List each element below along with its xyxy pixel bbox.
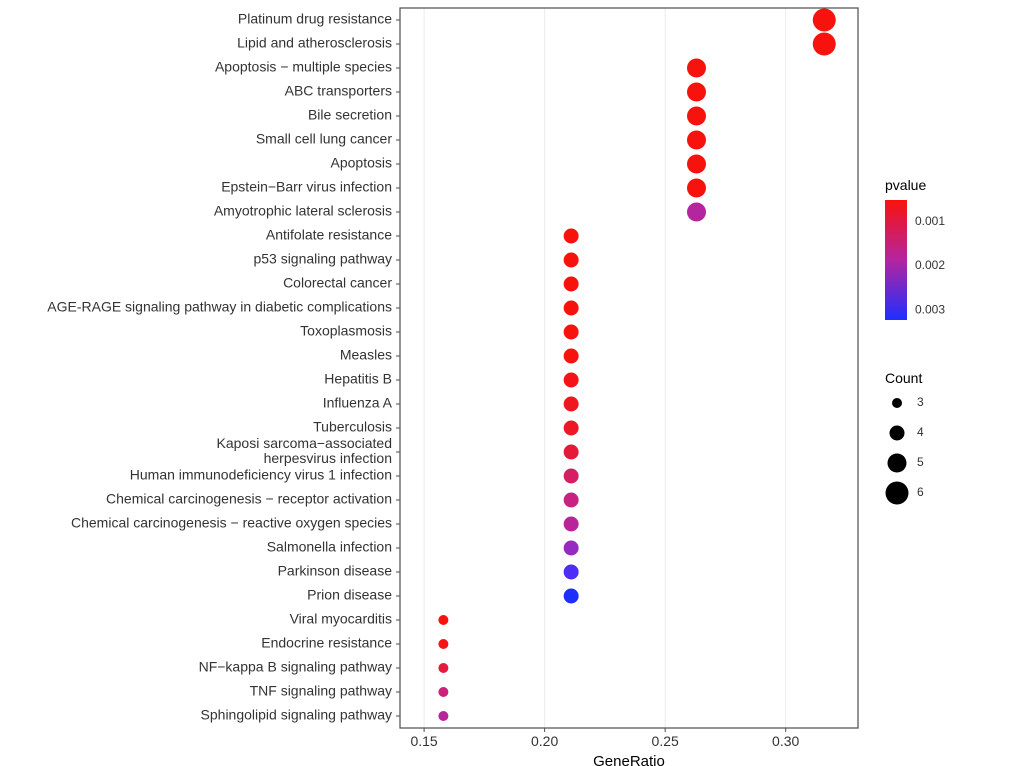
legend-pvalue-tick: 0.003 <box>915 303 945 317</box>
legend-count-dot <box>890 426 905 441</box>
data-point <box>564 349 579 364</box>
legend-count-label: 5 <box>917 455 924 469</box>
data-point <box>564 277 579 292</box>
legend-count-label: 6 <box>917 485 924 499</box>
legend-count-label: 4 <box>917 425 924 439</box>
y-tick-label: NF−kappa B signaling pathway <box>199 659 392 675</box>
data-point <box>564 325 579 340</box>
x-tick-label: 0.25 <box>652 733 679 749</box>
y-tick-label: Sphingolipid signaling pathway <box>201 707 392 723</box>
y-tick-label: Chemical carcinogenesis − receptor activ… <box>106 491 392 507</box>
data-point <box>687 155 706 174</box>
y-tick-label: Salmonella infection <box>267 539 392 555</box>
x-axis-label: GeneRatio <box>593 753 665 766</box>
x-tick-label: 0.15 <box>410 733 437 749</box>
legend-pvalue-tick: 0.002 <box>915 258 945 272</box>
x-tick-label: 0.30 <box>772 733 799 749</box>
data-point <box>813 9 836 32</box>
data-point <box>564 589 579 604</box>
data-point <box>813 33 836 56</box>
y-tick-label: Epstein−Barr virus infection <box>221 179 392 195</box>
y-tick-label: Tuberculosis <box>313 419 392 435</box>
plot-panel <box>400 8 858 728</box>
y-tick-label: Small cell lung cancer <box>256 131 393 147</box>
data-point <box>438 687 448 697</box>
data-point <box>564 445 579 460</box>
x-tick-label: 0.20 <box>531 733 558 749</box>
legend-pvalue-title: pvalue <box>885 177 926 193</box>
data-point <box>687 83 706 102</box>
y-tick-label: Hepatitis B <box>324 371 392 387</box>
data-point <box>687 107 706 126</box>
data-point <box>687 59 706 78</box>
data-point <box>687 203 706 222</box>
data-point <box>438 639 448 649</box>
y-tick-label: Endocrine resistance <box>261 635 392 651</box>
legend-pvalue-bar <box>885 200 907 320</box>
y-tick-label: Influenza A <box>323 395 393 411</box>
data-point <box>438 663 448 673</box>
data-point <box>438 711 448 721</box>
y-tick-label: TNF signaling pathway <box>250 683 392 699</box>
y-tick-label: Antifolate resistance <box>266 227 392 243</box>
y-tick-label: herpesvirus infection <box>264 450 392 466</box>
data-point <box>564 229 579 244</box>
data-point <box>564 421 579 436</box>
y-tick-label: Lipid and atherosclerosis <box>237 35 392 51</box>
y-tick-label: Colorectal cancer <box>283 275 392 291</box>
legend-pvalue: pvalue 0.001 0.002 0.003 <box>885 177 945 320</box>
y-tick-label: AGE-RAGE signaling pathway in diabetic c… <box>47 299 392 315</box>
y-tick-label: Toxoplasmosis <box>300 323 392 339</box>
y-tick-label: Platinum drug resistance <box>238 11 392 27</box>
data-point <box>687 179 706 198</box>
y-tick-label: Bile secretion <box>308 107 392 123</box>
legend-count-title: Count <box>885 370 922 386</box>
y-tick-label: Human immunodeficiency virus 1 infection <box>130 467 392 483</box>
legend-count-label: 3 <box>917 395 924 409</box>
y-tick-label: Apoptosis <box>331 155 392 171</box>
data-point <box>564 565 579 580</box>
data-point <box>564 253 579 268</box>
y-tick-label: Measles <box>340 347 392 363</box>
data-point <box>687 131 706 150</box>
enrichment-dotplot: Platinum drug resistance Lipid and athero… <box>0 0 1020 766</box>
y-tick-label: Prion disease <box>307 587 392 603</box>
legend-count-dot <box>886 482 909 505</box>
y-tick-label: Chemical carcinogenesis − reactive oxyge… <box>71 515 392 531</box>
y-tick-label: Viral myocarditis <box>290 611 392 627</box>
y-tick-label: Apoptosis − multiple species <box>215 59 392 75</box>
legend-count-dot <box>892 398 902 408</box>
legend-count-dot <box>888 454 907 473</box>
data-point <box>564 541 579 556</box>
chart-svg: Platinum drug resistance Lipid and athero… <box>0 0 1020 766</box>
legend-count: Count 3 4 5 6 <box>885 370 924 505</box>
y-tick-label: p53 signaling pathway <box>253 251 392 267</box>
y-tick-label: ABC transporters <box>285 83 392 99</box>
data-point <box>564 517 579 532</box>
data-point <box>438 615 448 625</box>
y-tick-label: Amyotrophic lateral sclerosis <box>214 203 392 219</box>
data-point <box>564 493 579 508</box>
data-point <box>564 469 579 484</box>
legend-pvalue-tick: 0.001 <box>915 214 945 228</box>
data-point <box>564 301 579 316</box>
y-tick-label: Parkinson disease <box>278 563 393 579</box>
y-tick-label: Kaposi sarcoma−associated <box>217 435 393 451</box>
data-point <box>564 373 579 388</box>
data-point <box>564 397 579 412</box>
